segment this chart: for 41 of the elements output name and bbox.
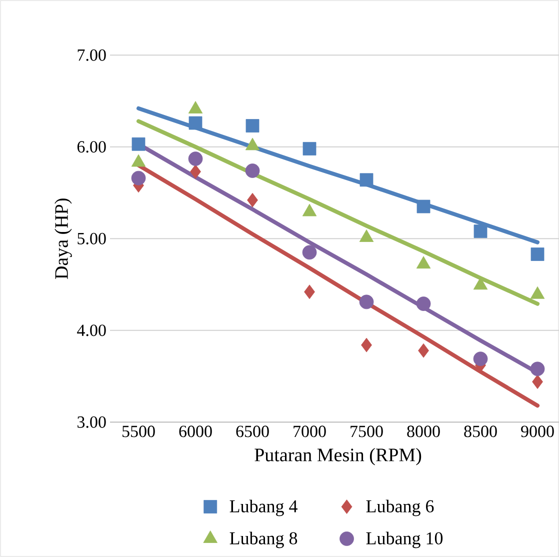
point: [530, 362, 545, 376]
legend-label: Lubang 10: [366, 532, 443, 548]
point: [247, 192, 258, 208]
point: [246, 119, 260, 132]
point: [131, 170, 146, 186]
point: [416, 200, 430, 214]
point: [190, 164, 201, 179]
x-tick-label: 9000: [521, 426, 554, 438]
point: [532, 374, 543, 389]
x-tick-label: 5500: [122, 426, 155, 438]
point: [473, 352, 488, 366]
x-tick-label: 8000: [407, 426, 440, 438]
point: [530, 248, 544, 261]
y-tick-label: 7.00: [78, 49, 106, 61]
y-axis-title: Daya (HP): [54, 198, 72, 279]
x-tick-label: 6500: [236, 426, 269, 438]
point: [474, 224, 488, 238]
point: [304, 284, 315, 300]
x-axis-title: Putaran Mesin (RPM): [254, 448, 422, 466]
x-tick-label: 7500: [350, 426, 383, 438]
legend-label: Lubang 8: [230, 532, 298, 548]
point: [188, 116, 202, 130]
y-tick-label: 3.00: [78, 416, 106, 428]
x-tick-label: 8500: [464, 426, 497, 438]
x-tick-label: 7000: [294, 426, 326, 438]
point: [416, 296, 431, 311]
y-tick-label: 6.00: [77, 141, 106, 153]
point: [361, 338, 372, 352]
x-tick-label: 6000: [179, 426, 212, 438]
y-tick-label: 4.00: [77, 324, 106, 336]
point: [132, 137, 146, 151]
legend-label: Lubang 4: [230, 500, 298, 516]
point: [359, 294, 374, 310]
legend-label: Lubang 6: [366, 500, 434, 516]
point: [302, 245, 317, 260]
point: [360, 173, 374, 187]
point: [418, 343, 429, 358]
point: [245, 164, 260, 178]
point: [188, 152, 203, 166]
point: [302, 142, 316, 156]
y-tick-label: 5.00: [78, 232, 106, 244]
